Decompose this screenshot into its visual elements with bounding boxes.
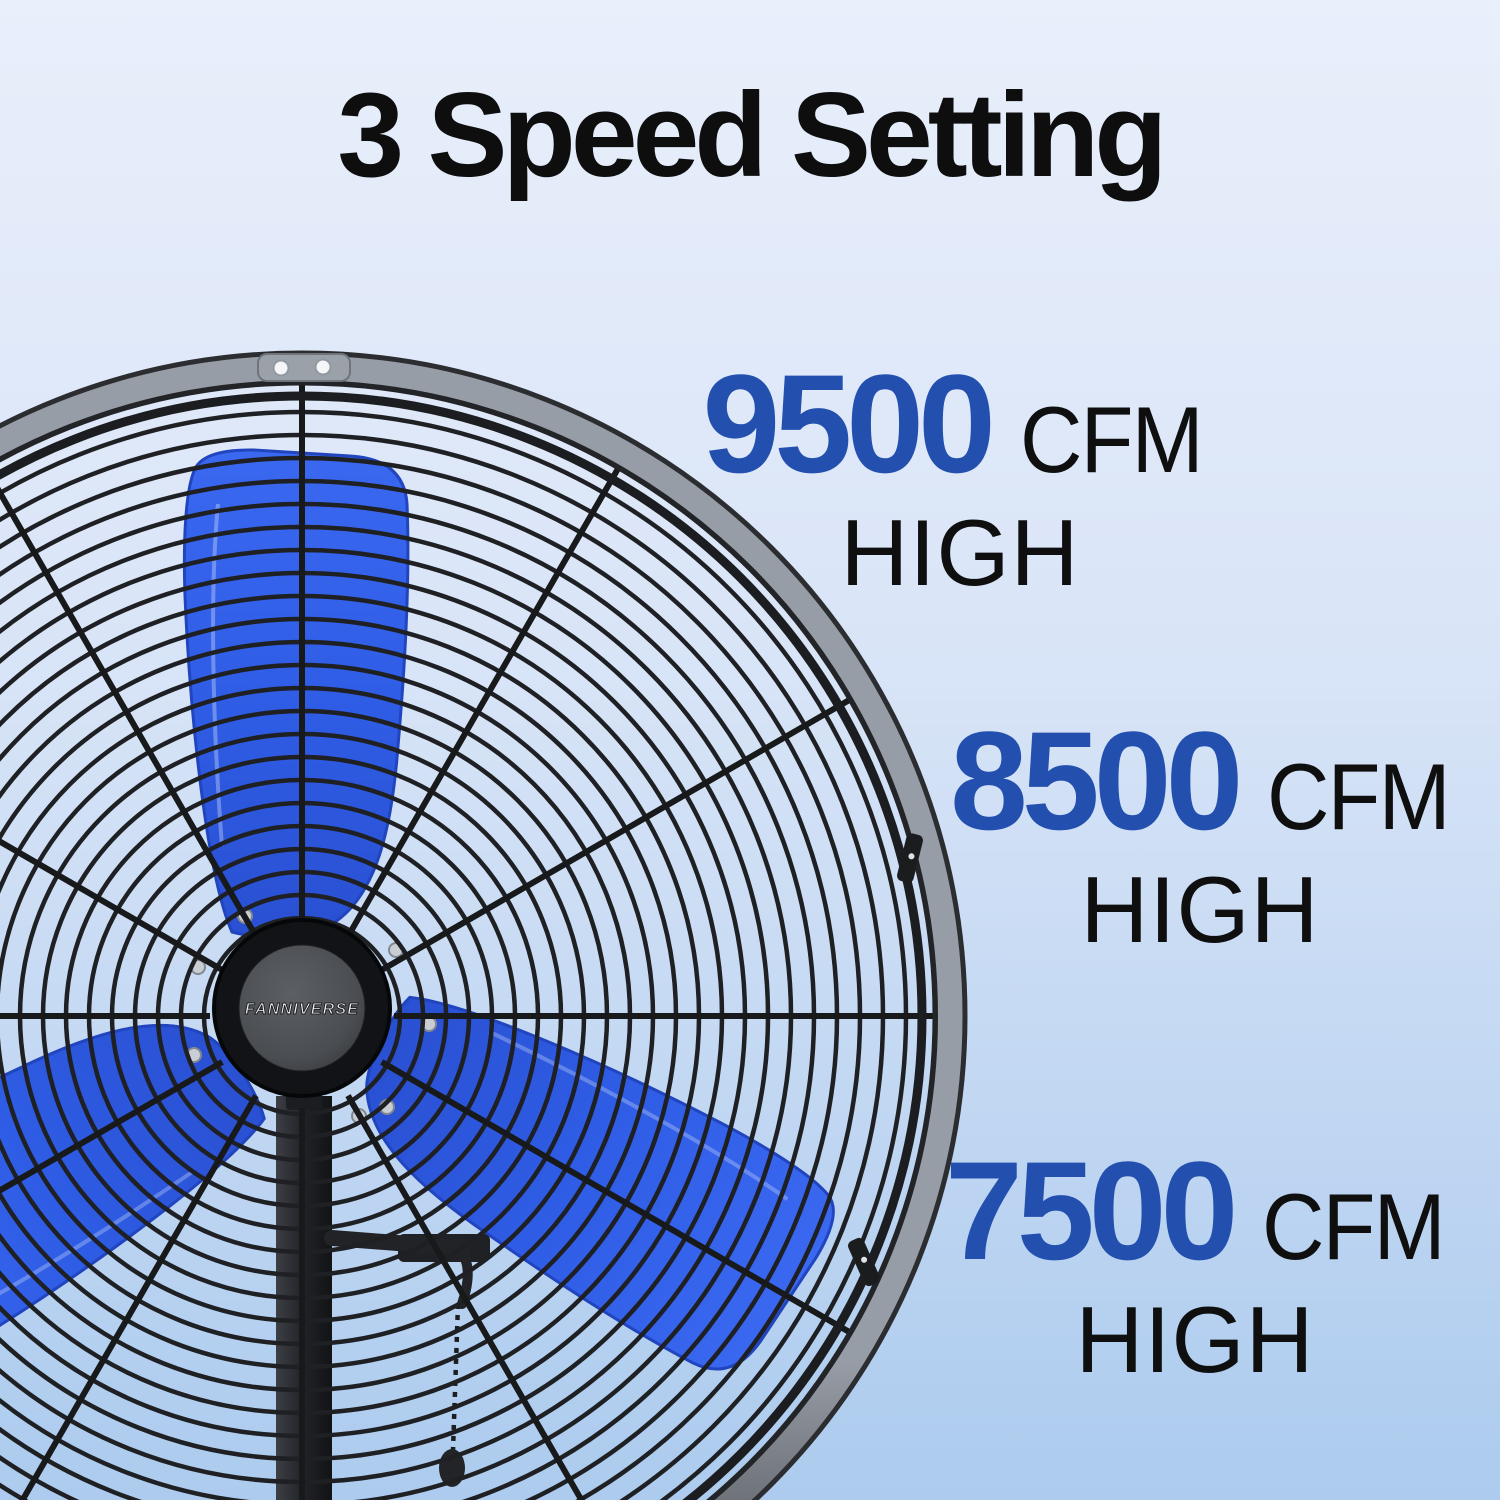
fan-cage: FANNIVERSE — [0, 350, 968, 1500]
speed-label: HIGH — [1080, 857, 1320, 962]
brand-logo: FANNIVERSE — [245, 1001, 359, 1018]
fan-blade-top — [182, 448, 410, 938]
blade-bolts — [186, 908, 437, 1124]
speed-label: HIGH — [840, 500, 1080, 605]
motor-arm — [324, 1230, 470, 1256]
cfm-value: 8500 — [950, 702, 1243, 859]
pull-chain[interactable] — [450, 1303, 461, 1451]
mount-bracket — [257, 353, 351, 382]
speed-spec-medium: 8500 CFM HIGH — [950, 711, 1451, 962]
cage-clip-lower-right — [848, 1237, 880, 1287]
speed-spec-low: 7500 CFM HIGH — [945, 1141, 1446, 1392]
screw-icon — [272, 359, 290, 377]
screw-icon — [314, 358, 332, 376]
speed-label: HIGH — [1075, 1287, 1315, 1392]
fan-hub: FANNIVERSE — [212, 918, 392, 1098]
page-title: 3 Speed Setting — [337, 68, 1167, 202]
speed-spec-high: 9500 CFM HIGH — [700, 354, 1220, 600]
cfm-unit: CFM — [1267, 744, 1451, 849]
cage-clip-right — [896, 833, 924, 883]
cfm-value: 7500 — [945, 1132, 1238, 1289]
cfm-value: 9500 — [702, 345, 995, 502]
cfm-unit: CFM — [1262, 1174, 1446, 1279]
cage-spokes — [0, 374, 944, 1500]
cfm-unit: CFM — [1019, 387, 1204, 492]
cage-inner-rim — [0, 391, 927, 1500]
